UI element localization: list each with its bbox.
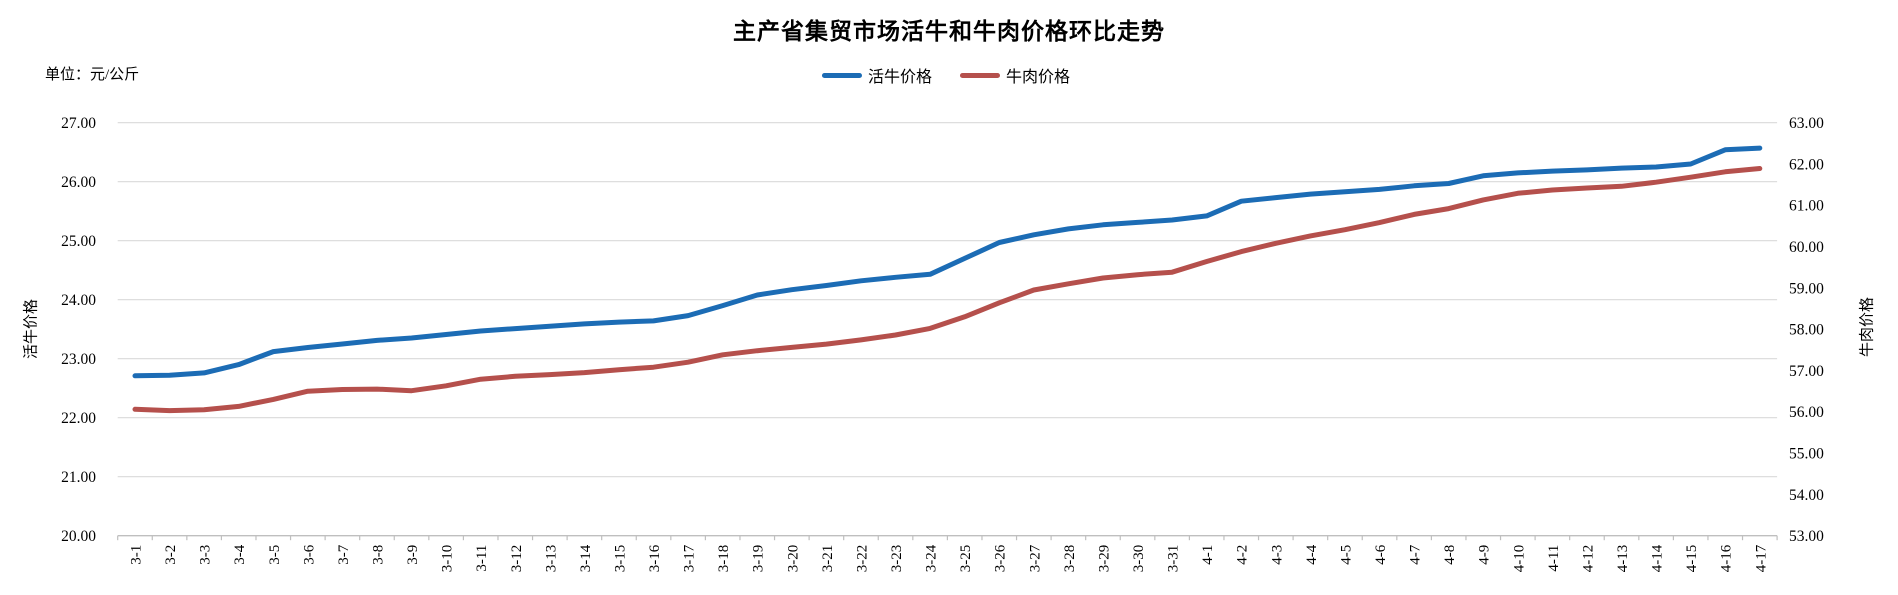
x-axis-tick-label: 3-11 <box>474 545 490 572</box>
right-axis-tick-label: 57.00 <box>1789 363 1824 380</box>
x-axis-tick-label: 3-18 <box>716 545 732 573</box>
legend: 活牛价格 牛肉价格 <box>821 63 1070 87</box>
legend-label-live-cattle: 活牛价格 <box>867 69 932 86</box>
left-axis-tick-label: 24.00 <box>61 292 96 309</box>
x-axis-tick-label: 4-11 <box>1546 545 1562 572</box>
x-axis-tick-label: 4-7 <box>1408 544 1424 564</box>
x-axis-tick-label: 3-29 <box>1096 545 1112 573</box>
x-axis-tick-label: 3-16 <box>647 544 663 572</box>
x-axis-tick-label: 3-13 <box>543 545 559 573</box>
x-axis-tick-label: 4-9 <box>1477 545 1493 565</box>
x-axis-tick-label: 3-31 <box>1166 545 1182 573</box>
x-axis-tick-label: 4-8 <box>1442 545 1458 565</box>
x-axis-tick-label: 3-28 <box>1062 545 1078 573</box>
x-axis-tick-label: 3-4 <box>232 544 248 564</box>
x-axis-tick-label: 4-10 <box>1511 545 1527 573</box>
x-axis-tick-label: 3-5 <box>267 545 283 565</box>
right-axis-tick-label: 55.00 <box>1789 446 1824 463</box>
left-axis-tick-label: 25.00 <box>61 233 96 250</box>
x-axis-tick-label: 3-3 <box>198 545 214 565</box>
x-axis-tick-label: 3-27 <box>1027 544 1043 572</box>
legend-item-live-cattle[interactable]: 活牛价格 <box>821 63 932 87</box>
right-axis-tick-label: 58.00 <box>1789 322 1824 339</box>
x-axis-tick-label: 3-25 <box>958 545 974 573</box>
x-axis-tick-label: 4-5 <box>1338 545 1354 565</box>
x-axis-tick-label: 3-21 <box>820 545 836 573</box>
x-axis-tick-label: 3-2 <box>163 545 179 565</box>
x-axis-tick-label: 3-15 <box>612 545 628 573</box>
right-axis-tick-label: 62.00 <box>1789 156 1824 173</box>
right-axis-tick-label: 60.00 <box>1789 239 1824 256</box>
x-axis-tick-label: 4-13 <box>1615 545 1631 573</box>
x-axis-tick-label: 4-17 <box>1753 544 1769 572</box>
legend-swatch-live-cattle <box>821 72 862 78</box>
left-axis-tick-label: 21.00 <box>61 469 96 486</box>
right-axis-tick-label: 61.00 <box>1789 198 1824 215</box>
left-axis-tick-label: 20.00 <box>61 528 96 545</box>
right-axis-tick-label: 59.00 <box>1789 280 1824 297</box>
x-axis-tick-label: 3-22 <box>854 545 870 573</box>
legend-item-beef[interactable]: 牛肉价格 <box>960 63 1070 87</box>
x-axis-tick-label: 4-1 <box>1200 545 1216 565</box>
left-axis-tick-label: 23.00 <box>61 351 96 368</box>
right-axis-tick-label: 53.00 <box>1789 528 1824 545</box>
left-axis-tick-label: 27.00 <box>61 115 96 132</box>
legend-label-beef: 牛肉价格 <box>1006 69 1071 86</box>
x-axis-tick-label: 4-2 <box>1235 545 1251 565</box>
x-axis-tick-label: 3-14 <box>578 544 594 572</box>
x-axis-tick-label: 4-16 <box>1719 544 1735 572</box>
x-axis-tick-label: 4-3 <box>1269 545 1285 565</box>
x-axis-tick-label: 3-6 <box>301 544 317 564</box>
right-axis-tick-label: 63.00 <box>1789 115 1824 132</box>
chart-title: 主产省集贸市场活牛和牛肉价格环比走势 <box>733 19 1165 44</box>
x-axis-tick-label: 3-30 <box>1131 545 1147 573</box>
live-cattle-price-line <box>132 145 1763 379</box>
x-axis-tick-label: 3-1 <box>128 545 144 565</box>
x-axis-tick-label: 4-6 <box>1373 544 1389 564</box>
x-axis-tick-label: 3-10 <box>440 545 456 573</box>
x-axis-tick-label: 3-19 <box>751 545 767 573</box>
x-axis-tick-label: 4-12 <box>1580 545 1596 573</box>
legend-swatch-beef <box>960 72 1000 78</box>
x-axis-tick-label: 3-24 <box>924 544 940 572</box>
x-axis-tick-label: 3-8 <box>370 545 386 565</box>
x-axis-tick-label: 3-23 <box>889 545 905 573</box>
unit-label: 单位：元/公斤 <box>45 67 140 83</box>
x-axis-tick-label: 3-12 <box>509 545 525 573</box>
x-axis-tick-label: 4-14 <box>1650 544 1666 572</box>
beef-price-line <box>132 166 1763 414</box>
left-axis-tick-label: 26.00 <box>61 174 96 191</box>
x-axis-tick-label: 3-7 <box>336 544 352 564</box>
x-axis-tick-label: 3-9 <box>405 545 421 565</box>
x-axis-tick-label: 4-4 <box>1304 544 1320 564</box>
right-axis-tick-label: 54.00 <box>1789 487 1824 504</box>
right-axis-tick-label: 56.00 <box>1789 404 1824 421</box>
x-axis-tick-label: 3-17 <box>682 544 698 572</box>
left-axis-tick-label: 22.00 <box>61 410 96 427</box>
x-axis-tick-label: 3-20 <box>785 545 801 573</box>
x-axis-tick-label: 3-26 <box>993 544 1009 572</box>
x-axis-tick-label: 4-15 <box>1684 545 1700 573</box>
